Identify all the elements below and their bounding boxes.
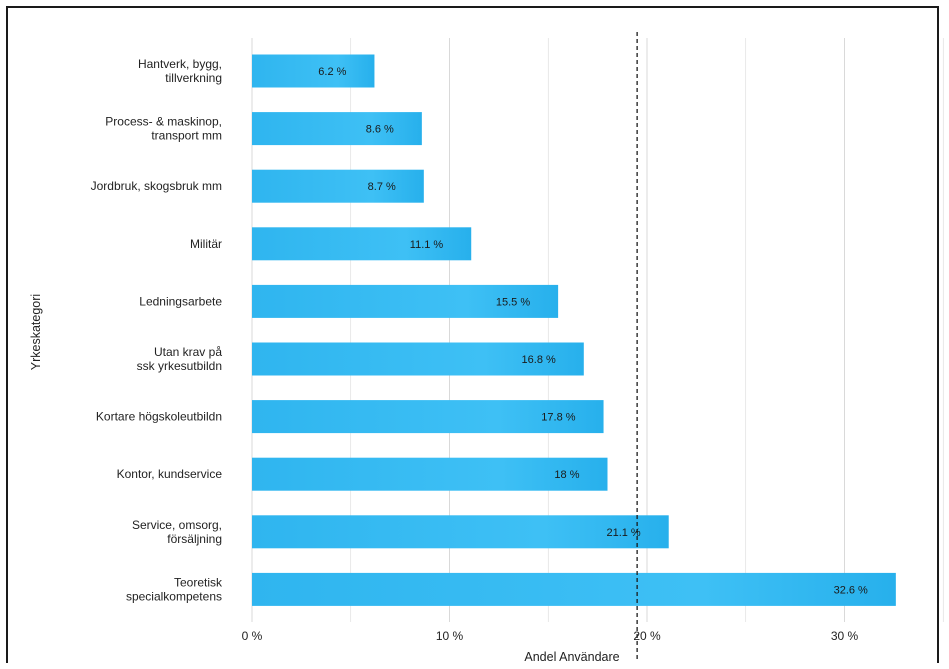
category-label: Kontor, kundservice — [117, 467, 223, 481]
category-label: Jordbruk, skogsbruk mm — [91, 179, 222, 193]
value-label: 18 % — [554, 469, 579, 481]
y-axis-title: Yrkeskategori — [29, 294, 43, 370]
value-label: 15.5 % — [496, 296, 530, 308]
bar — [252, 457, 608, 491]
value-label: 17.8 % — [541, 412, 575, 424]
category-label: Teoretisk specialkompetens — [126, 575, 223, 603]
bar — [252, 572, 896, 606]
value-label: 16.8 % — [522, 354, 556, 366]
value-label: 21.1 % — [606, 527, 640, 539]
bar — [252, 227, 472, 261]
bar — [252, 400, 604, 434]
bar — [252, 284, 559, 318]
category-label: Utan krav på ssk yrkesutbildn — [137, 345, 223, 373]
bar — [252, 169, 424, 203]
value-label: 11.1 % — [410, 239, 444, 251]
category-label: Kortare högskoleutbildn — [96, 410, 222, 424]
value-label: 32.6 % — [834, 584, 868, 596]
bar — [252, 54, 375, 88]
category-label: Militär — [190, 237, 222, 251]
x-tick-label: 0 % — [242, 629, 263, 643]
label-layer: 0 % 10 % 20 % 30 % 6.2 % Hantverk, bygg, tillv… — [91, 32, 868, 662]
bar-layer — [252, 54, 896, 606]
category-label: Hantverk, bygg, tillverkning — [138, 57, 222, 85]
category-label: Ledningsarbete — [139, 294, 222, 308]
bar — [252, 342, 584, 376]
value-label: 6.2 % — [318, 66, 346, 78]
category-label: Process- & maskinop, transport mm — [105, 115, 222, 143]
chart-frame — [6, 6, 939, 663]
category-label: Service, omsorg, försäljning — [132, 518, 222, 546]
value-label: 8.6 % — [366, 124, 394, 136]
x-tick-label: 20 % — [633, 629, 661, 643]
x-axis-title: Andel Användare — [524, 650, 619, 664]
x-tick-label: 30 % — [831, 629, 859, 643]
bar — [252, 515, 669, 549]
value-label: 8.7 % — [368, 181, 396, 193]
bar — [252, 112, 422, 146]
x-tick-label: 10 % — [436, 629, 464, 643]
